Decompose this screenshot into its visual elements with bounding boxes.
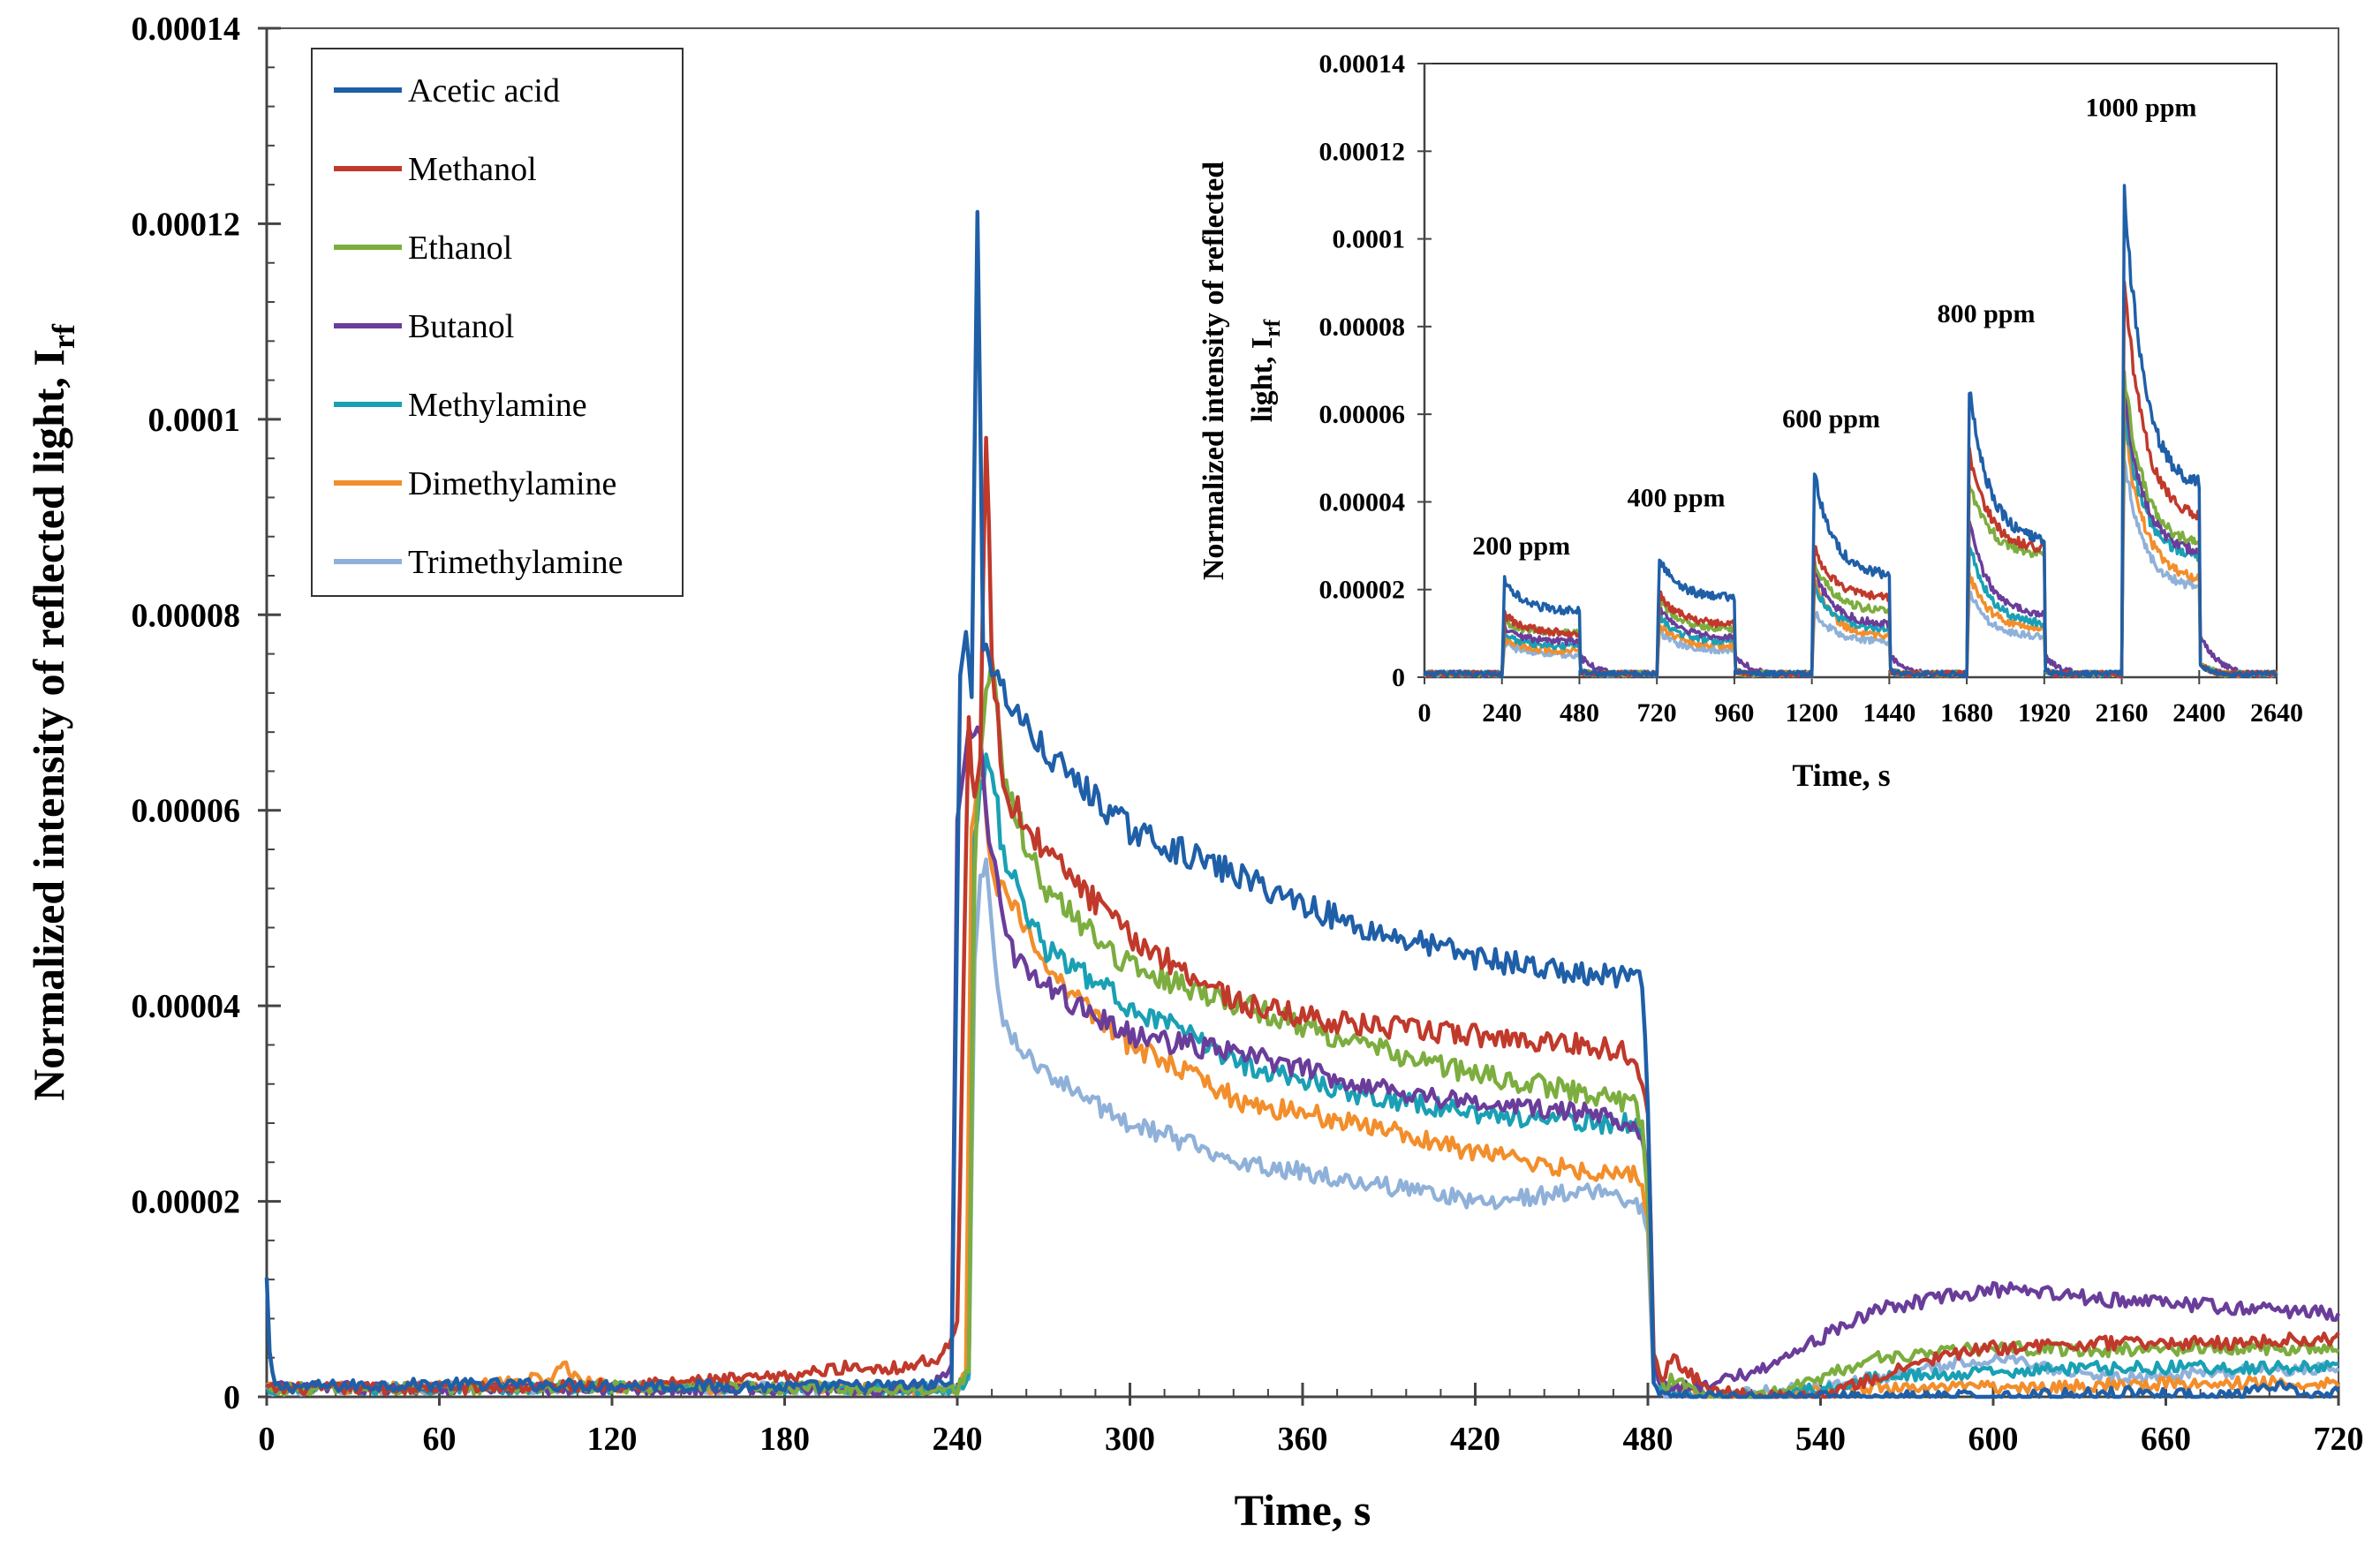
x-tick-label: 600 bbox=[1968, 1421, 2019, 1458]
inset-y-tick-label: 0.00008 bbox=[1319, 313, 1406, 342]
inset-x-tick-label: 2160 bbox=[2096, 698, 2149, 728]
inset-y-tick-label: 0.00004 bbox=[1319, 487, 1406, 517]
y-tick-label: 0.00008 bbox=[132, 597, 241, 634]
inset-annotation-200-ppm: 200 ppm bbox=[1472, 532, 1570, 561]
y-tick-label: 0.00006 bbox=[132, 793, 241, 830]
inset-series-line-dimethylamine bbox=[1423, 414, 2278, 679]
inset-x-tick-label: 960 bbox=[1714, 698, 1754, 728]
main-tick-labels: 0 0.00002 0.00004 0.00006 0.00008 0.0001 0.000… bbox=[132, 11, 2364, 1458]
inset-y-tick-label: 0.00012 bbox=[1319, 137, 1406, 166]
inset-axes bbox=[1417, 63, 2278, 684]
series-line-acetic-acid bbox=[264, 209, 2340, 1399]
inset-x-tick-label: 1920 bbox=[2018, 698, 2071, 728]
inset-y-axis-title-line1: Normalized intensity of reflected bbox=[1198, 162, 1230, 580]
inset-series-line-trimethylamine bbox=[1423, 458, 2278, 679]
legend-label-ethanol: Ethanol bbox=[408, 230, 512, 267]
inset-annotation-600-ppm: 600 ppm bbox=[1782, 404, 1880, 434]
legend-label-dimethylamine: Dimethylamine bbox=[408, 465, 616, 502]
inset-x-tick-label: 2640 bbox=[2250, 698, 2303, 728]
inset-series-line-butanol bbox=[1424, 394, 2278, 679]
inset-annotation-400-ppm: 400 ppm bbox=[1628, 483, 1726, 512]
inset-x-tick-label: 1200 bbox=[1786, 698, 1839, 728]
inset-x-axis-title: Time, s bbox=[1792, 758, 1890, 793]
legend-label-butanol: Butanol bbox=[408, 308, 514, 345]
y-tick-label: 0.00004 bbox=[132, 988, 241, 1025]
legend-label-methanol: Methanol bbox=[408, 151, 537, 188]
y-tick-label: 0.00002 bbox=[132, 1184, 241, 1221]
legend-label-trimethylamine: Trimethylamine bbox=[408, 544, 623, 581]
legend-box bbox=[311, 48, 684, 597]
x-tick-label: 0 bbox=[259, 1421, 276, 1458]
inset-x-tick-label: 0 bbox=[1418, 698, 1432, 728]
inset-annotation-800-ppm: 800 ppm bbox=[1938, 299, 2036, 328]
x-axis-title: Time, s bbox=[1235, 1485, 1371, 1535]
x-tick-label: 540 bbox=[1795, 1421, 1846, 1458]
inset-y-axis-title-line2: light, Irf bbox=[1246, 319, 1285, 422]
x-tick-label: 60 bbox=[423, 1421, 457, 1458]
x-tick-label: 180 bbox=[759, 1421, 810, 1458]
inset-tick-labels: 0 0.00002 0.00004 0.00006 0.00008 0.0001 0.000… bbox=[1319, 49, 2304, 728]
series-line-butanol bbox=[265, 725, 2341, 1398]
inset-annotation-1000-ppm: 1000 ppm bbox=[2086, 94, 2197, 123]
y-tick-label: 0.0001 bbox=[148, 402, 241, 439]
inset-y-tick-label: 0.00014 bbox=[1319, 49, 1406, 79]
inset-y-tick-label: 0.00002 bbox=[1319, 576, 1406, 605]
series-line-ethanol bbox=[265, 656, 2340, 1399]
inset-x-tick-label: 1440 bbox=[1862, 698, 1915, 728]
y-tick-label: 0 bbox=[223, 1379, 240, 1416]
inset-x-tick-label: 480 bbox=[1560, 698, 1599, 728]
inset-series-line-acetic-acid bbox=[1423, 184, 2278, 679]
legend: Acetic acid Methanol Ethanol Butanol Methyla… bbox=[311, 48, 684, 597]
inset-x-tick-label: 720 bbox=[1637, 698, 1677, 728]
main-series-group bbox=[264, 209, 2341, 1399]
y-tick-label: 0.00014 bbox=[132, 11, 241, 48]
inset-chart: 0 0.00002 0.00004 0.00006 0.00008 0.0001 0.000… bbox=[1198, 49, 2303, 793]
x-tick-label: 660 bbox=[2141, 1421, 2191, 1458]
x-tick-label: 120 bbox=[587, 1421, 638, 1458]
x-tick-label: 720 bbox=[2314, 1421, 2364, 1458]
inset-y-tick-label: 0.00006 bbox=[1319, 400, 1406, 429]
x-tick-label: 360 bbox=[1278, 1421, 1328, 1458]
inset-x-tick-label: 1680 bbox=[1940, 698, 1993, 728]
legend-label-methylamine: Methylamine bbox=[408, 387, 587, 424]
inset-series-group bbox=[1423, 184, 2278, 679]
inset-annotations: 200 ppm 400 ppm 600 ppm 800 ppm 1000 ppm bbox=[1472, 94, 2196, 561]
x-tick-label: 240 bbox=[933, 1421, 983, 1458]
inset-series-line-methanol bbox=[1423, 280, 2278, 679]
x-tick-label: 420 bbox=[1450, 1421, 1500, 1458]
inset-y-tick-label: 0.0001 bbox=[1333, 225, 1406, 254]
x-tick-label: 480 bbox=[1623, 1421, 1674, 1458]
inset-x-tick-label: 240 bbox=[1482, 698, 1522, 728]
inset-x-tick-label: 2400 bbox=[2172, 698, 2225, 728]
y-axis-title: Normalized intensity of reflected light,… bbox=[24, 323, 81, 1101]
y-tick-label: 0.00012 bbox=[132, 206, 241, 243]
legend-label-acetic-acid: Acetic acid bbox=[408, 72, 560, 109]
x-tick-label: 300 bbox=[1105, 1421, 1155, 1458]
inset-y-tick-label: 0 bbox=[1392, 663, 1405, 692]
